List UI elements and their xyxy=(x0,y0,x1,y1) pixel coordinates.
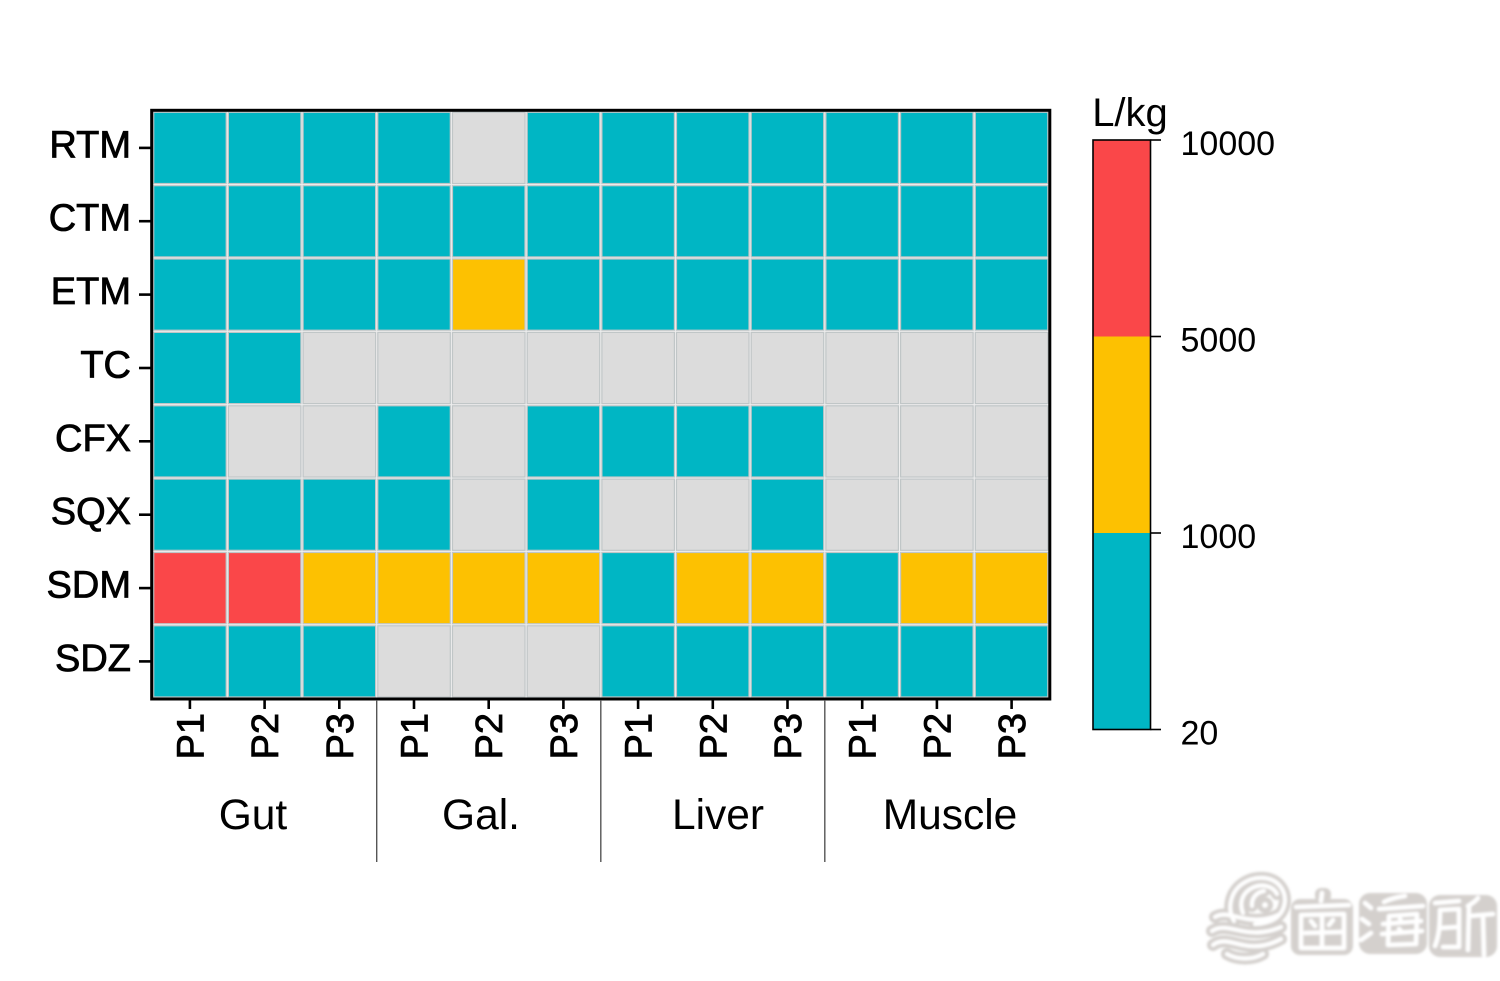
svg-text:P2: P2 xyxy=(245,713,287,759)
svg-text:CTM: CTM xyxy=(49,198,131,240)
svg-text:P3: P3 xyxy=(544,713,586,759)
svg-text:10000: 10000 xyxy=(1181,125,1276,163)
svg-text:P2: P2 xyxy=(469,713,511,759)
svg-text:20: 20 xyxy=(1181,715,1219,753)
svg-text:SDM: SDM xyxy=(47,565,131,607)
svg-text:P2: P2 xyxy=(693,713,735,759)
svg-text:1000: 1000 xyxy=(1181,518,1257,556)
svg-text:P3: P3 xyxy=(992,713,1034,759)
svg-text:P1: P1 xyxy=(619,713,661,759)
svg-text:Muscle: Muscle xyxy=(883,792,1018,839)
svg-text:P1: P1 xyxy=(170,713,212,759)
svg-text:P1: P1 xyxy=(843,713,885,759)
svg-text:Liver: Liver xyxy=(672,792,764,839)
svg-text:P2: P2 xyxy=(917,713,959,759)
svg-text:CFX: CFX xyxy=(55,418,131,460)
svg-text:P3: P3 xyxy=(320,713,362,759)
svg-text:L/kg: L/kg xyxy=(1092,91,1168,135)
svg-text:P1: P1 xyxy=(395,713,437,759)
svg-text:5000: 5000 xyxy=(1181,322,1257,360)
svg-text:SQX: SQX xyxy=(51,491,131,533)
svg-text:RTM: RTM xyxy=(49,124,131,166)
svg-text:Gut: Gut xyxy=(219,792,288,839)
svg-text:Gal.: Gal. xyxy=(442,792,520,839)
svg-text:ETM: ETM xyxy=(51,271,131,313)
svg-text:P3: P3 xyxy=(768,713,810,759)
svg-text:SDZ: SDZ xyxy=(55,638,131,680)
svg-text:TC: TC xyxy=(80,345,131,387)
